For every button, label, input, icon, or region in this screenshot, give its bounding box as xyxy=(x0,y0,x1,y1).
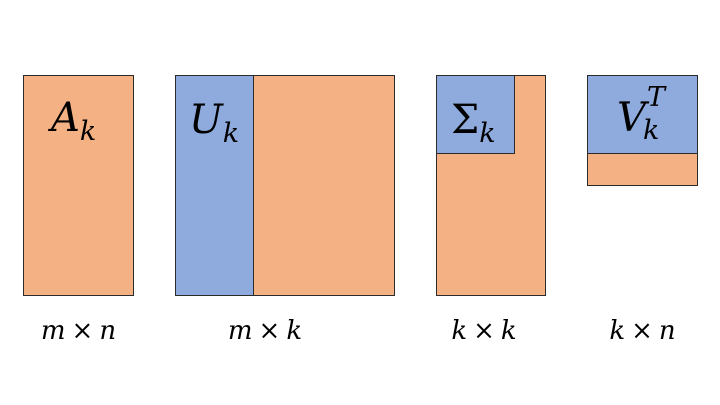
matrix-v-block xyxy=(587,75,698,186)
matrix-v-dimensions: k × n xyxy=(587,318,698,344)
matrix-v-cols: n xyxy=(658,316,676,346)
matrix-u-rows: m xyxy=(227,316,253,346)
matrix-sigma-kept-block xyxy=(437,76,515,154)
matrix-v-superscript: T xyxy=(647,82,666,113)
matrix-sigma-rows: k xyxy=(451,316,468,346)
matrix-a-dimensions: m × n xyxy=(23,318,134,344)
matrix-v-symbol: V xyxy=(617,95,646,141)
matrix-a-symbol: A xyxy=(51,95,80,141)
matrix-a-label: Ak xyxy=(51,95,96,145)
matrix-u-subscript: k xyxy=(222,118,240,149)
matrix-u-dimensions: m × k xyxy=(175,318,355,344)
matrix-sigma-symbol: Σ xyxy=(451,97,480,143)
matrix-a-cols: n xyxy=(99,316,117,346)
matrix-a-rows: m xyxy=(40,316,66,346)
matrix-u-symbol: U xyxy=(189,97,223,143)
matrix-a-subscript: k xyxy=(79,116,97,147)
matrix-u-block xyxy=(175,75,395,296)
matrix-u-cols: k xyxy=(286,316,303,346)
matrix-v-subscript: k xyxy=(643,115,660,146)
matrix-sigma-cols: k xyxy=(500,316,517,346)
matrix-sigma-block xyxy=(436,75,546,296)
matrix-sigma-label: Σk xyxy=(451,97,496,147)
times-symbol: × xyxy=(71,316,94,346)
matrix-v-kept-rows xyxy=(588,76,697,154)
matrix-u-label: Uk xyxy=(189,97,239,147)
matrix-sigma-dimensions: k × k xyxy=(436,318,532,344)
times-symbol: × xyxy=(473,316,495,346)
matrix-sigma-subscript: k xyxy=(479,118,496,149)
times-symbol: × xyxy=(631,316,653,346)
matrix-v-rows: k xyxy=(609,316,626,346)
matrix-v-label: V T k xyxy=(617,84,697,148)
matrix-a-block xyxy=(23,75,134,296)
times-symbol: × xyxy=(258,316,281,346)
matrix-u-kept-columns xyxy=(176,76,254,295)
